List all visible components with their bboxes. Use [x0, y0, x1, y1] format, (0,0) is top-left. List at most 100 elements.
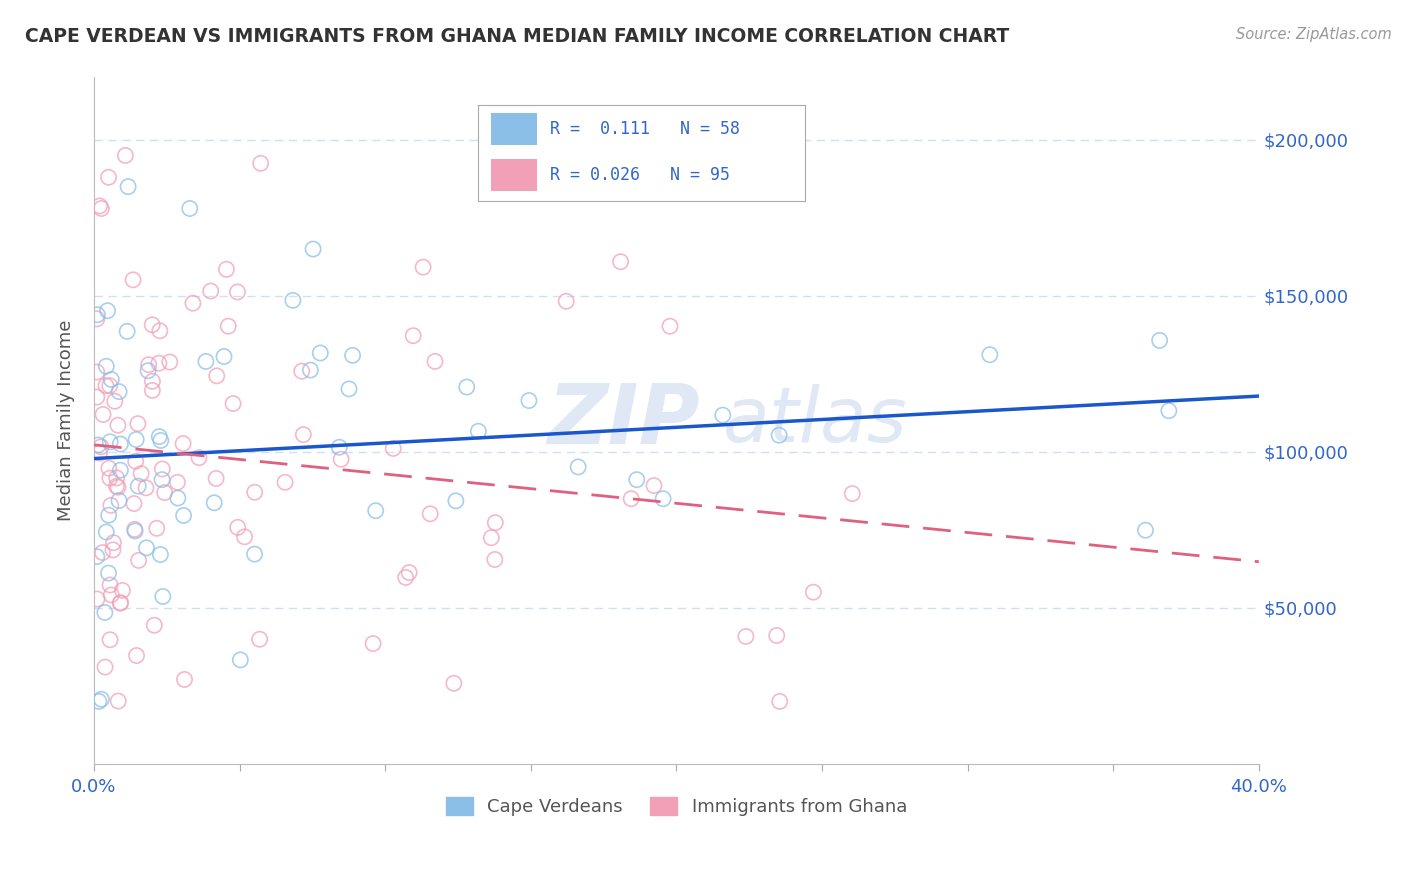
Point: [91, 545, 114, 559]
Point: [423, 354, 446, 368]
Point: [153, 485, 176, 500]
Point: [299, 363, 322, 377]
Point: [141, 384, 163, 398]
Point: [128, 553, 150, 567]
Point: [226, 285, 249, 299]
Point: [124, 522, 146, 536]
Point: [98, 434, 121, 449]
Point: [107, 480, 129, 494]
Point: [202, 496, 225, 510]
Point: [138, 358, 160, 372]
Point: [89, 199, 111, 213]
Point: [226, 520, 249, 534]
Point: [100, 499, 122, 513]
Point: [200, 284, 222, 298]
Point: [652, 491, 675, 506]
Point: [395, 570, 418, 584]
Point: [361, 637, 384, 651]
Point: [135, 481, 157, 495]
Point: [136, 364, 159, 378]
Point: [97, 170, 120, 185]
Point: [309, 346, 332, 360]
Point: [609, 254, 631, 268]
Point: [467, 424, 489, 438]
Point: [149, 434, 172, 448]
Point: [711, 408, 734, 422]
Point: [1157, 403, 1180, 417]
Point: [86, 308, 108, 322]
Text: ZIP: ZIP: [547, 380, 700, 461]
Point: [274, 475, 297, 490]
Point: [86, 390, 108, 404]
Point: [97, 566, 120, 580]
Point: [150, 462, 173, 476]
Point: [841, 486, 863, 500]
Point: [86, 311, 108, 326]
Point: [181, 296, 204, 310]
Point: [122, 273, 145, 287]
Point: [145, 521, 167, 535]
Point: [484, 552, 506, 566]
Point: [517, 393, 540, 408]
Point: [217, 319, 239, 334]
Point: [229, 653, 252, 667]
Point: [125, 648, 148, 663]
Point: [90, 440, 112, 454]
Point: [97, 508, 120, 523]
Point: [86, 592, 108, 607]
Point: [419, 507, 441, 521]
Point: [108, 493, 131, 508]
Point: [94, 378, 117, 392]
Text: CAPE VERDEAN VS IMMIGRANTS FROM GHANA MEDIAN FAMILY INCOME CORRELATION CHART: CAPE VERDEAN VS IMMIGRANTS FROM GHANA ME…: [25, 27, 1010, 45]
Point: [402, 328, 425, 343]
Point: [328, 440, 350, 454]
Point: [233, 530, 256, 544]
Point: [110, 437, 132, 451]
Point: [105, 479, 128, 493]
Point: [97, 461, 120, 475]
Point: [291, 364, 314, 378]
Point: [150, 473, 173, 487]
Point: [769, 694, 792, 708]
Point: [98, 578, 121, 592]
Point: [125, 433, 148, 447]
Point: [107, 418, 129, 433]
Point: [149, 548, 172, 562]
Point: [342, 348, 364, 362]
Point: [166, 475, 188, 490]
Point: [98, 378, 121, 392]
Point: [222, 396, 245, 410]
Point: [479, 531, 502, 545]
Point: [249, 632, 271, 647]
Point: [86, 549, 108, 564]
Point: [152, 590, 174, 604]
Point: [172, 436, 194, 450]
Point: [96, 524, 118, 539]
Point: [659, 319, 682, 334]
Point: [90, 202, 112, 216]
Point: [243, 547, 266, 561]
Point: [215, 262, 238, 277]
Point: [91, 408, 114, 422]
Point: [98, 632, 121, 647]
Point: [194, 354, 217, 368]
Point: [626, 473, 648, 487]
Point: [768, 428, 790, 442]
Point: [555, 294, 578, 309]
Point: [141, 375, 163, 389]
Point: [979, 348, 1001, 362]
Point: [124, 524, 146, 538]
Point: [398, 566, 420, 580]
Point: [115, 324, 138, 338]
Point: [143, 618, 166, 632]
Point: [330, 452, 353, 467]
Point: [107, 694, 129, 708]
Point: [148, 429, 170, 443]
Point: [110, 463, 132, 477]
Point: [94, 606, 117, 620]
Point: [127, 479, 149, 493]
Point: [105, 471, 128, 485]
Point: [364, 504, 387, 518]
Point: [643, 478, 665, 492]
Y-axis label: Median Family Income: Median Family Income: [58, 320, 75, 521]
